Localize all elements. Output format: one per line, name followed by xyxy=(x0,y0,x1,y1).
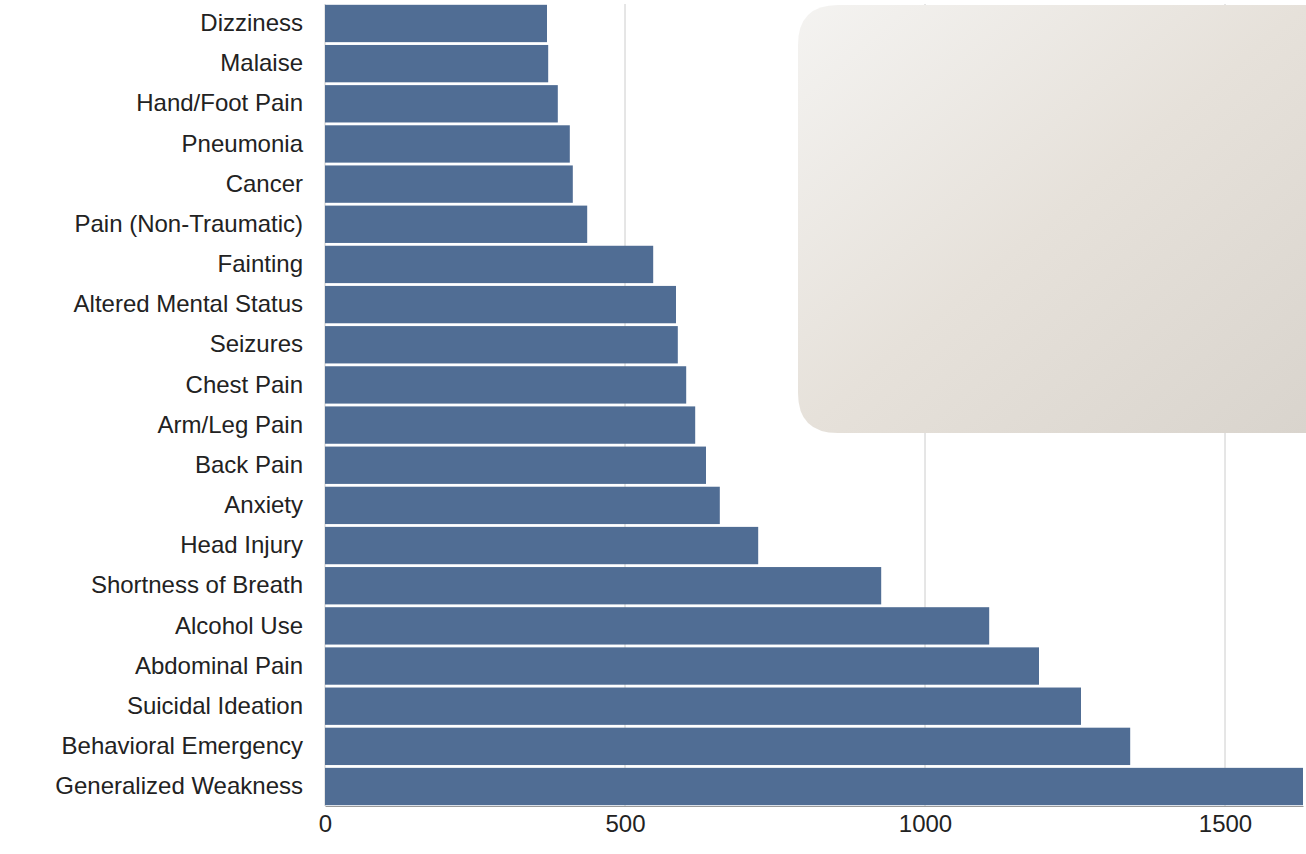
y-tick: Head Injury xyxy=(180,531,325,558)
y-tick-label: Seizures xyxy=(210,330,303,357)
bar xyxy=(325,688,1081,725)
bar xyxy=(325,85,558,122)
y-tick-label: Chest Pain xyxy=(186,371,303,398)
y-tick: Anxiety xyxy=(224,491,325,518)
bar xyxy=(325,286,676,323)
y-tick-label: Pneumonia xyxy=(182,130,304,157)
grid-line xyxy=(325,4,326,806)
bar xyxy=(325,45,548,82)
x-axis: 0 500 1000 1500 xyxy=(319,806,1304,837)
y-tick-label: Behavioral Emergency xyxy=(62,732,303,759)
bar xyxy=(325,165,573,202)
bar xyxy=(325,406,695,443)
y-axis: Dizziness Malaise Hand/Foot Pain Pneumonia C… xyxy=(55,9,325,799)
y-tick-label: Hand/Foot Pain xyxy=(136,89,303,116)
y-tick: Alcohol Use xyxy=(175,612,325,639)
grid-line xyxy=(625,4,626,806)
y-tick: Hand/Foot Pain xyxy=(136,89,325,116)
y-tick: Shortness of Breath xyxy=(91,571,325,598)
bar xyxy=(325,567,881,604)
x-tick-label: 500 xyxy=(605,810,645,837)
y-tick-label: Anxiety xyxy=(224,491,303,518)
x-tick: 0 xyxy=(319,806,332,837)
photo-panel xyxy=(798,5,1306,433)
y-tick-label: Generalized Weakness xyxy=(55,772,303,799)
chart: 0 500 1000 1500 Dizziness Malaise Hand/Foot Pa… xyxy=(0,0,1306,854)
bar xyxy=(325,366,686,403)
bar xyxy=(325,5,547,42)
y-tick: Pneumonia xyxy=(182,130,325,157)
y-tick: Abdominal Pain xyxy=(135,652,325,679)
y-tick: Pain (Non-Traumatic) xyxy=(74,210,325,237)
y-tick: Fainting xyxy=(218,250,325,277)
y-tick: Back Pain xyxy=(195,451,325,478)
y-tick: Generalized Weakness xyxy=(55,772,325,799)
bar xyxy=(325,728,1130,765)
y-tick: Arm/Leg Pain xyxy=(158,411,325,438)
x-tick: 1500 xyxy=(1199,806,1252,837)
y-tick: Behavioral Emergency xyxy=(62,732,325,759)
y-tick: Chest Pain xyxy=(186,371,325,398)
bar xyxy=(325,246,653,283)
bar xyxy=(325,487,720,524)
y-tick: Dizziness xyxy=(200,9,325,36)
y-tick-label: Shortness of Breath xyxy=(91,571,303,598)
y-tick: Seizures xyxy=(210,330,325,357)
bar xyxy=(325,607,989,644)
y-tick: Cancer xyxy=(226,170,325,197)
bar xyxy=(325,326,678,363)
bar xyxy=(325,447,706,484)
bars xyxy=(325,5,1303,805)
y-tick-label: Back Pain xyxy=(195,451,303,478)
y-tick: Altered Mental Status xyxy=(74,290,325,317)
x-tick: 1000 xyxy=(899,806,952,837)
y-tick-label: Cancer xyxy=(226,170,303,197)
bar xyxy=(325,647,1039,684)
x-tick-label: 0 xyxy=(319,810,332,837)
y-tick: Suicidal Ideation xyxy=(127,692,325,719)
y-tick-label: Alcohol Use xyxy=(175,612,303,639)
x-tick: 500 xyxy=(605,806,645,837)
y-tick-label: Fainting xyxy=(218,250,303,277)
x-tick-label: 1500 xyxy=(1199,810,1252,837)
y-tick-label: Suicidal Ideation xyxy=(127,692,303,719)
y-tick-label: Head Injury xyxy=(180,531,303,558)
bar xyxy=(325,206,587,243)
y-tick: Malaise xyxy=(220,49,325,76)
bar xyxy=(325,768,1303,805)
bar xyxy=(325,125,570,162)
y-tick-label: Dizziness xyxy=(200,9,303,36)
y-tick-label: Pain (Non-Traumatic) xyxy=(74,210,303,237)
y-tick-label: Altered Mental Status xyxy=(74,290,303,317)
y-tick-label: Arm/Leg Pain xyxy=(158,411,303,438)
y-tick-label: Malaise xyxy=(220,49,303,76)
x-axis-line xyxy=(326,806,1304,807)
bar xyxy=(325,527,758,564)
x-tick-label: 1000 xyxy=(899,810,952,837)
y-tick-label: Abdominal Pain xyxy=(135,652,303,679)
